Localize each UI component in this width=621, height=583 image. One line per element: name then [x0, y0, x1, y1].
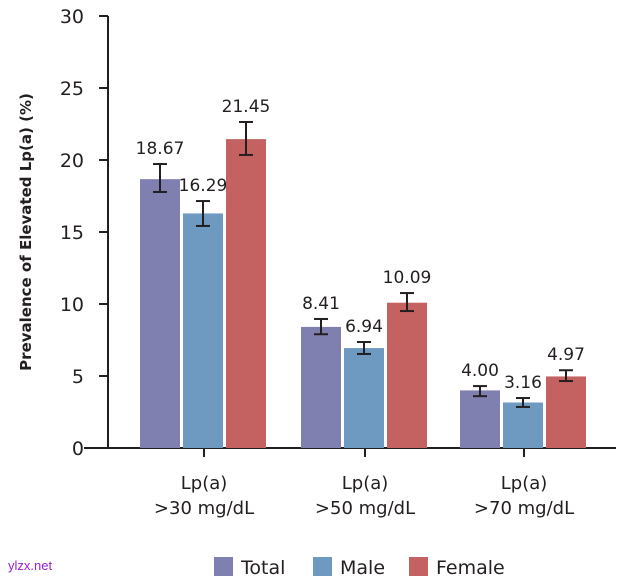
data-label: 4.97	[547, 345, 585, 365]
legend-label-total: Total	[240, 557, 285, 579]
bar-female	[226, 139, 266, 448]
data-label: 3.16	[504, 373, 542, 393]
x-tick-label: Lp(a)	[181, 473, 228, 494]
x-tick-label: >70 mg/dL	[474, 498, 574, 519]
legend-swatch-total	[214, 557, 233, 576]
legend-label-male: Male	[340, 557, 385, 579]
bar-male	[503, 402, 543, 448]
legend-swatch-female	[409, 557, 428, 576]
y-tick-label: 10	[60, 294, 84, 316]
bar-total	[460, 390, 500, 448]
data-label: 16.29	[179, 176, 228, 196]
data-label: 6.94	[345, 317, 383, 337]
data-label: 18.67	[136, 139, 185, 159]
y-tick-label: 30	[60, 6, 84, 28]
y-tick-label: 20	[60, 150, 84, 172]
data-label: 21.45	[222, 97, 271, 117]
bar-female	[546, 376, 586, 448]
x-tick-label: >50 mg/dL	[315, 498, 415, 519]
data-label: 4.00	[461, 361, 499, 381]
bar-male	[344, 348, 384, 448]
bar-total	[301, 326, 341, 448]
watermark: ylzx.net	[8, 558, 53, 573]
x-tick-label: Lp(a)	[342, 473, 389, 494]
bar-male	[183, 213, 223, 448]
bar-female	[387, 302, 427, 448]
y-tick-label: 5	[72, 366, 84, 388]
legend-swatch-male	[313, 557, 332, 576]
y-axis-label: Prevalence of Elevated Lp(a) (%)	[17, 93, 35, 371]
x-tick-label: Lp(a)	[501, 473, 548, 494]
data-label: 10.09	[383, 268, 432, 288]
y-tick-label: 15	[60, 222, 84, 244]
y-tick-label: 25	[60, 78, 84, 100]
data-label: 8.41	[302, 294, 340, 314]
bar-total	[140, 179, 180, 449]
x-tick-label: >30 mg/dL	[154, 498, 254, 519]
legend-label-female: Female	[436, 557, 505, 579]
y-tick-label: 0	[72, 438, 84, 460]
